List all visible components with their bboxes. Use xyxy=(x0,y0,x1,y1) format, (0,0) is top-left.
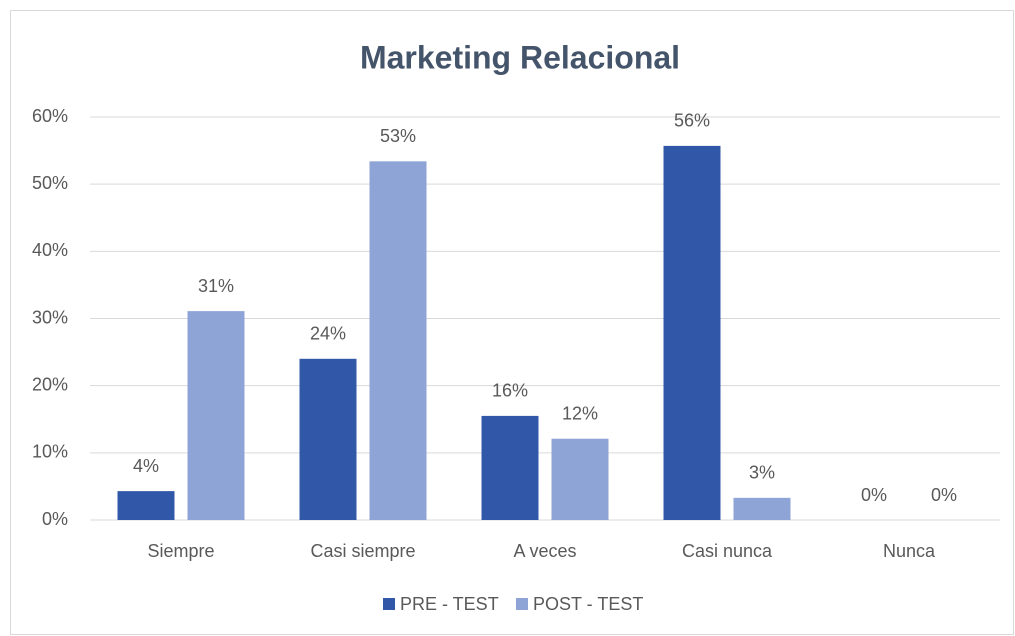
data-label: 56% xyxy=(674,111,710,131)
y-tick-label: 20% xyxy=(32,374,68,394)
bar xyxy=(733,497,791,520)
y-tick-label: 60% xyxy=(32,106,68,126)
y-tick-label: 10% xyxy=(32,442,68,462)
legend-swatch xyxy=(516,598,528,610)
data-label: 0% xyxy=(861,485,887,505)
chart-frame xyxy=(10,10,1014,635)
data-label: 4% xyxy=(133,456,159,476)
legend-label: POST - TEST xyxy=(533,594,643,614)
bar xyxy=(663,145,721,521)
bar xyxy=(369,161,427,520)
bar xyxy=(551,438,609,520)
data-label: 53% xyxy=(380,126,416,146)
bar xyxy=(299,358,357,520)
data-label: 16% xyxy=(492,381,528,401)
data-label: 0% xyxy=(931,485,957,505)
x-tick-label: Siempre xyxy=(147,541,214,561)
data-label: 3% xyxy=(749,463,775,483)
data-label: 12% xyxy=(562,403,598,423)
chart-title: Marketing Relacional xyxy=(360,39,680,75)
legend-label: PRE - TEST xyxy=(400,594,499,614)
y-tick-label: 40% xyxy=(32,240,68,260)
x-tick-label: A veces xyxy=(513,541,576,561)
bar xyxy=(481,415,539,520)
legend-swatch xyxy=(383,598,395,610)
x-tick-label: Casi siempre xyxy=(310,541,415,561)
x-tick-label: Nunca xyxy=(883,541,936,561)
y-tick-label: 30% xyxy=(32,307,68,327)
data-label: 31% xyxy=(198,276,234,296)
bar xyxy=(117,491,175,520)
x-tick-label: Casi nunca xyxy=(682,541,773,561)
data-label: 24% xyxy=(310,324,346,344)
bar xyxy=(187,311,245,520)
y-tick-label: 0% xyxy=(42,509,68,529)
y-tick-label: 50% xyxy=(32,173,68,193)
